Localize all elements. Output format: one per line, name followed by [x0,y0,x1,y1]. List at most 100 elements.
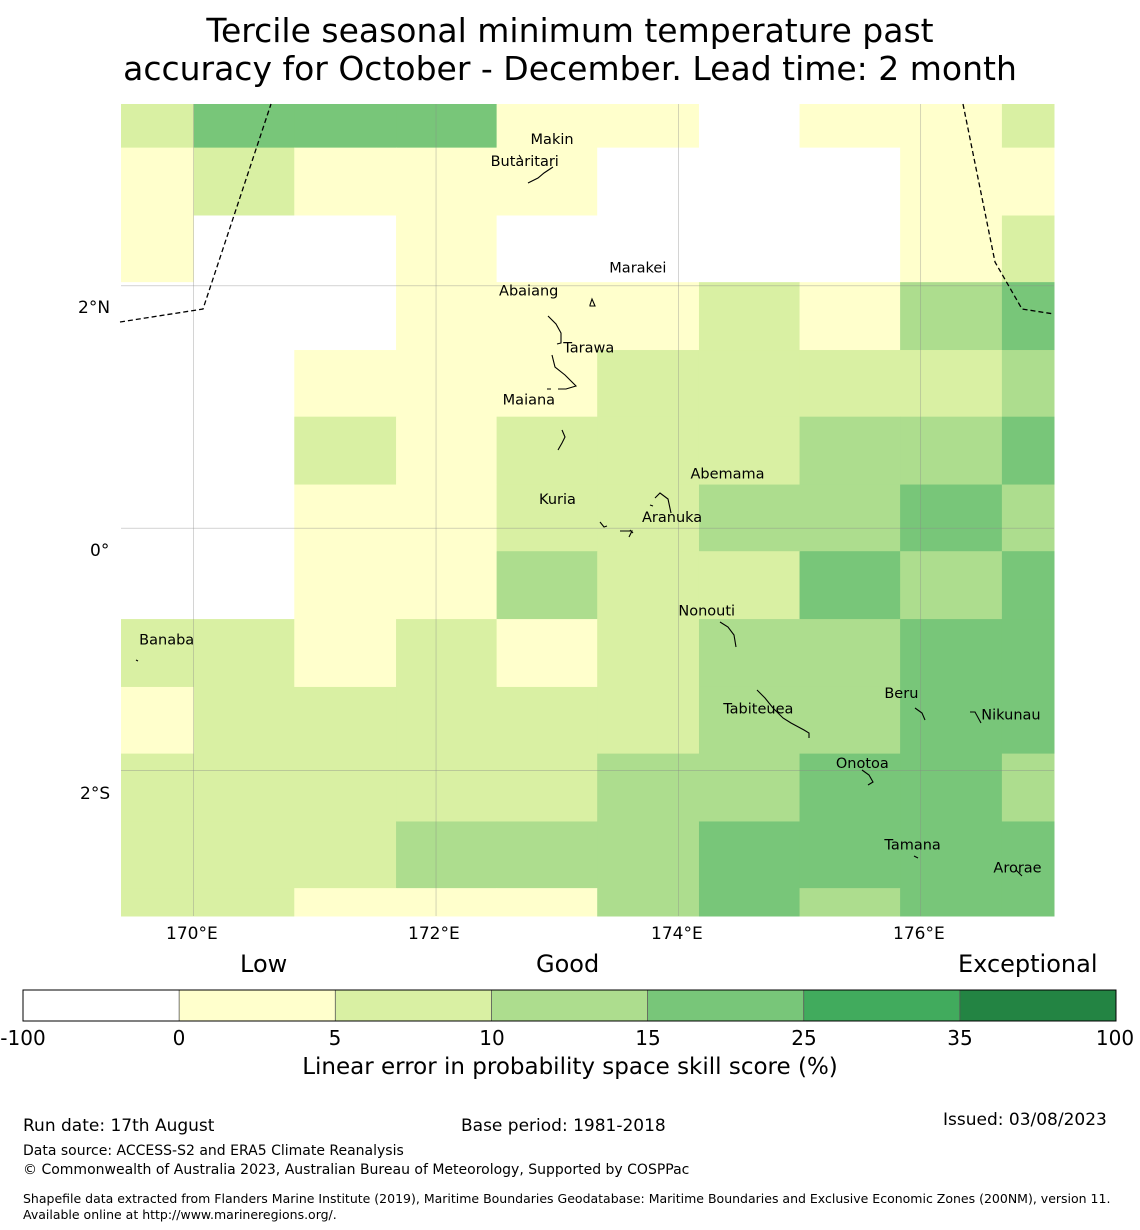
grid-cell [698,147,801,216]
colorbar [22,989,1117,1022]
legend-category-exceptional: Exceptional [958,950,1098,978]
grid-cell [597,215,700,283]
grid-cell [799,821,901,889]
grid-cell [799,282,901,351]
x-tick-label-174: 174°E [651,924,703,944]
shapefile-credit: Shapefile data extracted from Flanders M… [23,1191,1111,1222]
grid-cell [1001,147,1055,216]
grid-cell [698,821,801,889]
grid-cell [900,753,1003,822]
colorbar-bin [959,990,1116,1021]
grid-cell [698,282,801,351]
island-tabiteuea [756,689,810,738]
grid-cell [698,416,801,486]
grid-cell [900,282,1003,351]
base-period: Base period: 1981-2018 [461,1116,666,1136]
grid-cell [121,888,195,917]
grid-cell [396,551,498,620]
island-butaritari [527,166,554,184]
colorbar-frame [22,989,1117,1022]
grid-cell [698,484,801,552]
x-tick-label-170: 170°E [166,924,218,944]
place-labels: Makin Butaritari Marakei Abaiang Tarawa Maian… [139,132,1042,876]
grid-cell [121,147,195,216]
run-date: Run date: 17th August [23,1116,215,1136]
issued-date: Issued: 03/08/2023 [943,1110,1107,1130]
colorbar-tick: 25 [791,1026,817,1050]
island-onotoa [861,769,874,786]
place-label: Beru [884,686,918,702]
grid-cell [294,551,397,620]
legend-category-low: Low [240,950,288,978]
grid-cell [799,350,901,418]
grid-cell [193,484,295,552]
grid-cell [496,888,598,917]
grid-cell [193,350,295,418]
copyright: © Commonwealth of Australia 2023, Austra… [23,1162,690,1178]
place-label: Butaritari [491,154,559,170]
grid-cell [1001,350,1055,418]
grid-cell [193,686,295,755]
grid-cell [698,104,801,149]
grid-cell [799,888,901,917]
colorbar-tick: 5 [328,1026,342,1050]
island-tarawa [547,354,578,390]
grid-cell [193,282,295,351]
place-label: Tabiteuea [722,702,793,718]
place-label: Kuria [539,492,576,508]
grid-cell [496,619,598,688]
grid-cell [698,215,801,283]
grid-cell [294,888,397,917]
place-label: Maiana [503,393,555,409]
graticule [121,104,1054,916]
grid-cell [597,888,700,917]
grid-cell [698,551,801,620]
grid-cell [496,753,598,822]
colorbar-tick: -100 [0,1026,46,1050]
grid-cell [294,619,397,688]
colorbar-tick: 10 [479,1026,505,1050]
grid-cell [1001,215,1055,283]
colorbar-bin [179,990,336,1021]
island-outlines [135,154,1023,877]
grid-cell [193,753,295,822]
grid-cell [496,350,598,418]
island-banaba [135,659,139,662]
grid-cell [193,888,295,917]
x-tick-label-172: 172°E [408,924,460,944]
grid-cell [396,350,498,418]
colorbar-tick: 100 [1095,1026,1135,1050]
grid-cell [496,484,598,552]
grid-cell [1001,104,1055,149]
grid-cell [121,551,195,620]
grid-cell [900,147,1003,216]
grid-cell [900,484,1003,552]
island-makin [518,154,522,159]
grid-cell [597,282,700,351]
grid-cell [597,350,700,418]
place-label: Nonouti [678,603,735,619]
grid-cell [396,104,498,149]
grid-cell [799,551,901,620]
place-label: Abemama [690,466,764,482]
grid-cell [900,104,1003,149]
grid-cell [121,416,195,486]
colorbar-tick: 35 [947,1026,973,1050]
eez-boundary-west [119,103,272,323]
grid-cell [900,619,1003,688]
grid-cell [193,821,295,889]
island-marakei [589,297,596,307]
grid-cell [900,215,1003,283]
grid-cell [294,147,397,216]
place-label: Banaba [139,633,194,649]
grid-cell [396,686,498,755]
grid-cell [496,551,598,620]
grid-cell [900,350,1003,418]
grid-cell [396,753,498,822]
grid-cell [121,104,195,149]
y-tick-label-2s: 2°S [80,784,111,804]
grid-cell [396,821,498,889]
grid-cell [698,350,801,418]
colorbar-title: Linear error in probability space skill … [302,1054,838,1080]
